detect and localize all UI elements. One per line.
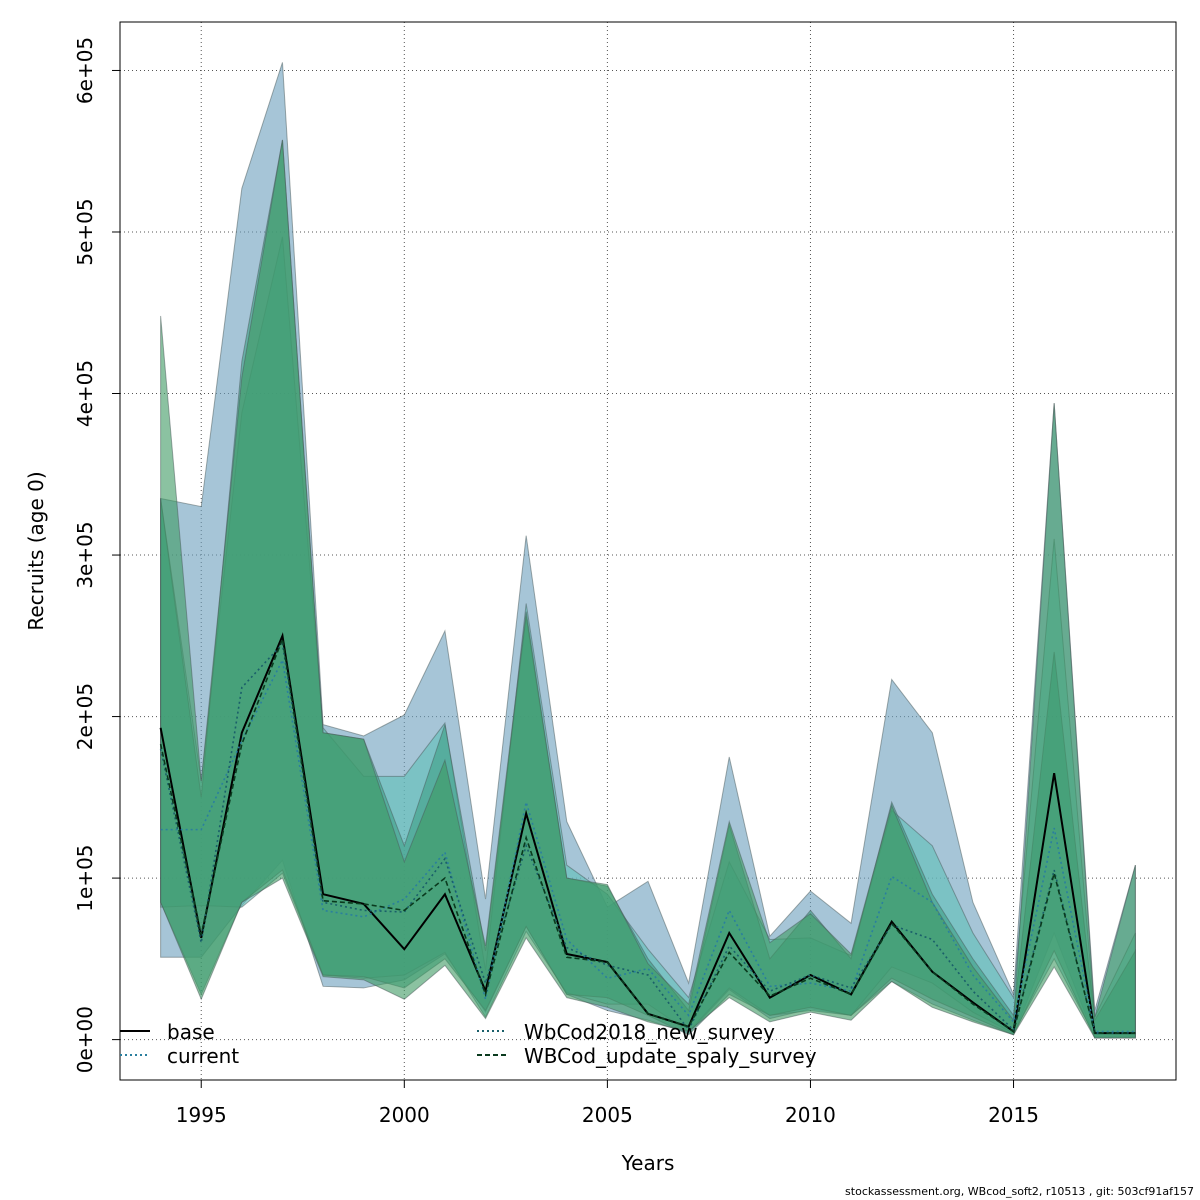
y-tick-label: 0e+00 [73,1006,97,1073]
x-tick-label: 2005 [582,1103,633,1127]
series-line [159,642,1136,1034]
confidence-bands [160,62,1136,1039]
x-axis-title: Years [621,1151,675,1175]
x-tick-label: 1995 [176,1103,227,1127]
y-axis: 0e+00 1e+05 2e+05 3e+05 4e+05 5e+05 6e+05 [73,37,120,1073]
legend-label: WbCod2018_new_survey [524,1020,775,1044]
legend-label: base [167,1020,215,1044]
y-tick-label: 2e+05 [73,683,97,750]
x-tick-label: 2000 [379,1103,430,1127]
series-line [159,635,1136,1034]
x-axis: 1995 2000 2005 2010 2015 [176,1080,1039,1127]
y-axis-title: Recruits (age 0) [24,471,48,630]
y-tick-label: 6e+05 [73,37,97,104]
x-tick-label: 2010 [785,1103,836,1127]
plot-frame [119,21,1177,1081]
y-tick-label: 5e+05 [73,198,97,265]
footer-credit: stockassessment.org, WBcod_soft2, r10513… [845,1185,1194,1198]
confidence-band [160,139,1136,1039]
x-tick-label: 2015 [988,1103,1039,1127]
y-tick-label: 3e+05 [73,521,97,588]
legend-label: current [167,1044,239,1068]
series-line [160,657,1136,1033]
legend-label: WBCod_update_spaly_survey [524,1044,817,1068]
series-lines [159,632,1136,1035]
y-tick-label: 1e+05 [73,844,97,911]
y-tick-label: 4e+05 [73,360,97,427]
